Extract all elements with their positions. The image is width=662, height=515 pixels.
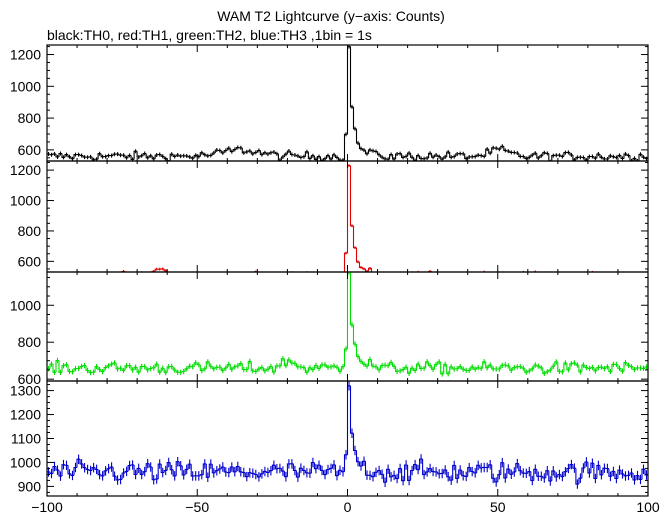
series-line-th0 — [47, 45, 648, 161]
y-tick-label: 1000 — [10, 297, 41, 313]
chart-title: WAM T2 Lightcurve (y−axis: Counts) — [217, 8, 445, 24]
x-tick-label: −100 — [31, 499, 63, 515]
series-line-th2 — [47, 272, 648, 377]
y-tick-label: 800 — [18, 334, 42, 350]
x-tick-label: 0 — [344, 499, 352, 515]
x-tick-label: 50 — [490, 499, 506, 515]
y-tick-label: 900 — [18, 478, 42, 494]
y-tick-label: 600 — [18, 253, 42, 269]
y-tick-label: 1300 — [10, 383, 41, 399]
y-tick-label: 600 — [18, 371, 42, 387]
series-line-th3 — [47, 381, 648, 489]
y-tick-label: 1000 — [10, 193, 41, 209]
series-line-th1 — [76, 164, 642, 272]
y-tick-label: 800 — [18, 223, 42, 239]
y-tick-label: 1000 — [10, 78, 41, 94]
y-tick-label: 1200 — [10, 47, 41, 63]
y-tick-label: 600 — [18, 142, 42, 158]
chart-subtitle: black:TH0, red:TH1, green:TH2, blue:TH3 … — [47, 27, 372, 43]
y-tick-label: 1100 — [11, 431, 41, 447]
y-tick-label: 800 — [18, 110, 42, 126]
y-tick-label: 1000 — [10, 454, 41, 470]
y-tick-label: 1200 — [10, 407, 41, 423]
x-tick-label: 100 — [636, 499, 660, 515]
y-tick-label: 1200 — [10, 162, 41, 178]
x-tick-label: −50 — [185, 499, 209, 515]
